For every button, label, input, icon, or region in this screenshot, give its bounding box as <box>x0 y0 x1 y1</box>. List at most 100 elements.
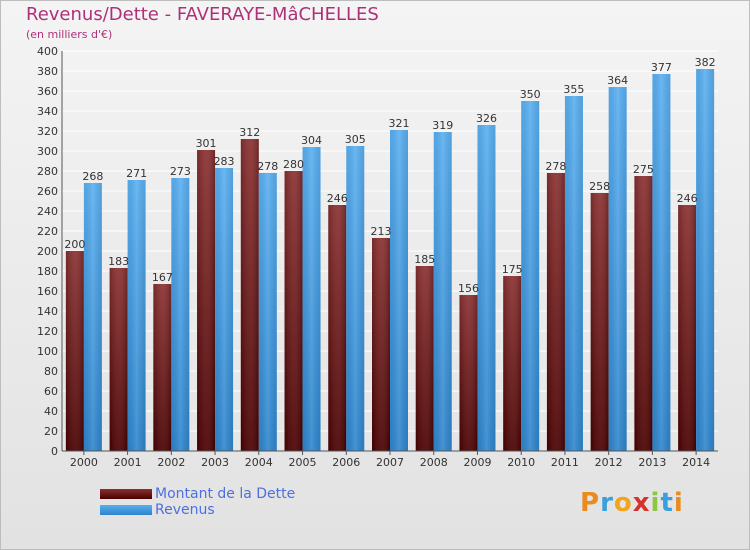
y-tick-label: 300 <box>37 145 58 158</box>
data-label-revenus: 364 <box>607 74 628 87</box>
bar-shade-dette <box>634 176 653 451</box>
bar-shade-revenus <box>696 69 715 451</box>
data-label-dette: 246 <box>327 192 348 205</box>
bar-shade-revenus <box>215 168 234 451</box>
logo-letter: x <box>632 488 651 518</box>
y-tick-label: 380 <box>37 65 58 78</box>
x-tick-label: 2008 <box>420 456 448 469</box>
y-tick-label: 100 <box>37 345 58 358</box>
data-label-dette: 185 <box>414 253 435 266</box>
data-label-revenus: 319 <box>432 119 453 132</box>
bar-shade-dette <box>153 284 172 451</box>
x-tick-label: 2004 <box>245 456 273 469</box>
data-label-revenus: 321 <box>389 117 410 130</box>
y-tick-label: 240 <box>37 205 58 218</box>
x-tick-label: 2009 <box>463 456 491 469</box>
y-tick-label: 140 <box>37 305 58 318</box>
x-tick-label: 2014 <box>682 456 710 469</box>
logo-letter: o <box>613 488 633 518</box>
bar-shade-dette <box>459 295 478 451</box>
x-tick-label: 2006 <box>332 456 360 469</box>
bar-shade-revenus <box>83 183 102 451</box>
bar-shade-revenus <box>346 146 365 451</box>
y-tick-label: 340 <box>37 105 58 118</box>
y-tick-label: 320 <box>37 125 58 138</box>
y-tick-label: 160 <box>37 285 58 298</box>
data-label-revenus: 271 <box>126 167 147 180</box>
bar-shade-dette <box>328 205 347 451</box>
data-label-dette: 258 <box>589 180 610 193</box>
legend-label-dette: Montant de la Dette <box>155 486 296 502</box>
x-tick-label: 2007 <box>376 456 404 469</box>
y-tick-label: 20 <box>44 425 58 438</box>
y-tick-label: 0 <box>51 445 58 458</box>
bars-group <box>65 69 715 451</box>
data-label-dette: 301 <box>196 137 217 150</box>
data-label-revenus: 326 <box>476 112 497 125</box>
x-tick-label: 2000 <box>70 456 98 469</box>
logo-letter: r <box>600 488 614 518</box>
data-label-dette: 278 <box>545 160 566 173</box>
data-label-dette: 183 <box>108 255 129 268</box>
x-tick-label: 2005 <box>289 456 317 469</box>
y-tick-label: 180 <box>37 265 58 278</box>
chart-title: Revenus/Dette - FAVERAYE-MâCHELLES <box>26 4 379 25</box>
bar-shade-dette <box>590 193 609 451</box>
data-label-revenus: 382 <box>695 56 716 69</box>
data-label-revenus: 304 <box>301 134 322 147</box>
data-label-revenus: 273 <box>170 165 191 178</box>
data-label-dette: 280 <box>283 158 304 171</box>
x-tick-label: 2012 <box>595 456 623 469</box>
logo-letter: P <box>580 488 601 518</box>
x-axis: 2000 2001 2002 2003 2004 2005 2006 2007 2008 2009… <box>62 450 718 469</box>
bar-shade-revenus <box>652 74 671 451</box>
y-tick-label: 360 <box>37 85 58 98</box>
data-label-revenus: 283 <box>214 155 235 168</box>
legend-label-revenus: Revenus <box>155 502 215 518</box>
y-tick-label: 220 <box>37 225 58 238</box>
data-labels: 200 268 183 271 167 273 301 283 312 278 280 304 246 3… <box>64 56 715 295</box>
bar-shade-revenus <box>258 173 277 451</box>
bar-shade-dette <box>503 276 522 451</box>
logo-letter: i <box>650 488 661 518</box>
bar-shade-revenus <box>390 130 408 451</box>
data-label-dette: 175 <box>502 263 523 276</box>
data-label-dette: 167 <box>152 271 173 284</box>
chart-subtitle: (en milliers d'€) <box>26 28 113 41</box>
bar-shade-revenus <box>608 87 627 451</box>
bar-shade-dette <box>240 139 259 451</box>
bar-shade-dette <box>678 205 697 451</box>
y-tick-label: 60 <box>44 385 58 398</box>
data-label-dette: 312 <box>239 126 260 139</box>
data-label-dette: 213 <box>371 225 392 238</box>
data-label-dette: 200 <box>64 238 85 251</box>
data-label-dette: 156 <box>458 282 479 295</box>
x-tick-label: 2002 <box>157 456 185 469</box>
x-tick-label: 2010 <box>507 456 535 469</box>
proxiti-logo-icon: Proxiti <box>580 488 684 518</box>
logo-letter: i <box>673 488 684 518</box>
y-tick-label: 260 <box>37 185 58 198</box>
bar-shade-revenus <box>433 132 452 451</box>
logo-letter: t <box>660 488 674 518</box>
bar-shade-revenus <box>171 178 190 451</box>
dette-swatch-icon <box>100 489 152 499</box>
bar-shade-dette <box>109 268 128 451</box>
data-label-revenus: 305 <box>345 133 366 146</box>
bar-shade-revenus <box>127 180 146 451</box>
y-tick-label: 120 <box>37 325 58 338</box>
x-tick-label: 2013 <box>638 456 666 469</box>
bar-shade-revenus <box>564 96 583 451</box>
data-label-revenus: 355 <box>563 83 584 96</box>
y-tick-label: 40 <box>44 405 58 418</box>
bar-shade-dette <box>284 171 303 451</box>
bar-shade-dette <box>197 150 216 451</box>
bar-shade-revenus <box>302 147 321 451</box>
bar-shade-revenus <box>521 101 540 451</box>
data-label-revenus: 278 <box>257 160 278 173</box>
data-label-revenus: 350 <box>520 88 541 101</box>
data-label-revenus: 377 <box>651 61 672 74</box>
y-tick-label: 280 <box>37 165 58 178</box>
revenus-swatch-icon <box>100 505 152 515</box>
